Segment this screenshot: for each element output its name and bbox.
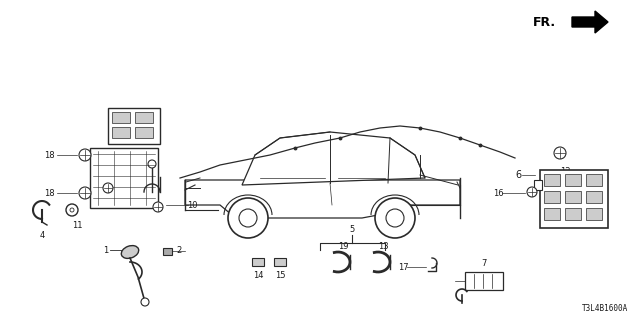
Bar [565,208,581,220]
Bar [274,258,286,266]
Text: FR.: FR. [533,15,556,28]
Text: 9: 9 [131,154,136,163]
Text: 17: 17 [397,262,408,271]
Bar [135,112,153,123]
Text: 3: 3 [127,182,132,191]
Circle shape [79,149,91,161]
Bar [252,258,264,266]
Circle shape [141,298,149,306]
Bar [586,208,602,220]
Text: 1: 1 [104,245,109,254]
Bar [544,191,560,203]
Bar [163,248,172,255]
Bar [586,174,602,186]
Text: 4: 4 [40,230,45,239]
Text: 18: 18 [44,150,54,159]
Circle shape [386,209,404,227]
Bar [540,170,608,228]
Bar [112,112,130,123]
Circle shape [228,198,268,238]
Text: 13: 13 [378,242,388,251]
Bar [586,191,602,203]
Text: 8: 8 [131,181,137,190]
Circle shape [79,187,91,199]
Circle shape [153,202,163,212]
Bar [135,127,153,138]
Bar [90,148,158,208]
Text: 16: 16 [493,188,503,197]
Circle shape [66,204,78,216]
Circle shape [148,160,156,168]
Text: 6: 6 [515,170,521,180]
Bar [465,272,503,290]
Circle shape [103,183,113,193]
Bar [108,108,160,144]
Polygon shape [572,11,608,33]
Ellipse shape [122,245,139,259]
Text: 18: 18 [44,188,54,197]
Circle shape [70,208,74,212]
Text: 12: 12 [560,166,570,175]
Circle shape [527,187,537,197]
Circle shape [554,147,566,159]
Text: 19: 19 [338,242,348,251]
Text: T3L4B1600A: T3L4B1600A [582,304,628,313]
Text: 11: 11 [72,220,83,229]
Circle shape [375,198,415,238]
Text: 10: 10 [187,201,197,210]
Text: 5: 5 [349,225,355,234]
Bar [565,174,581,186]
Text: 7: 7 [481,260,486,268]
Text: 14: 14 [253,271,263,281]
Text: 15: 15 [275,271,285,281]
Bar [112,127,130,138]
Circle shape [239,209,257,227]
Bar [534,180,542,190]
Bar [565,191,581,203]
Bar [544,174,560,186]
Text: 2: 2 [177,245,182,254]
Bar [544,208,560,220]
Polygon shape [242,132,425,185]
Polygon shape [185,180,460,218]
